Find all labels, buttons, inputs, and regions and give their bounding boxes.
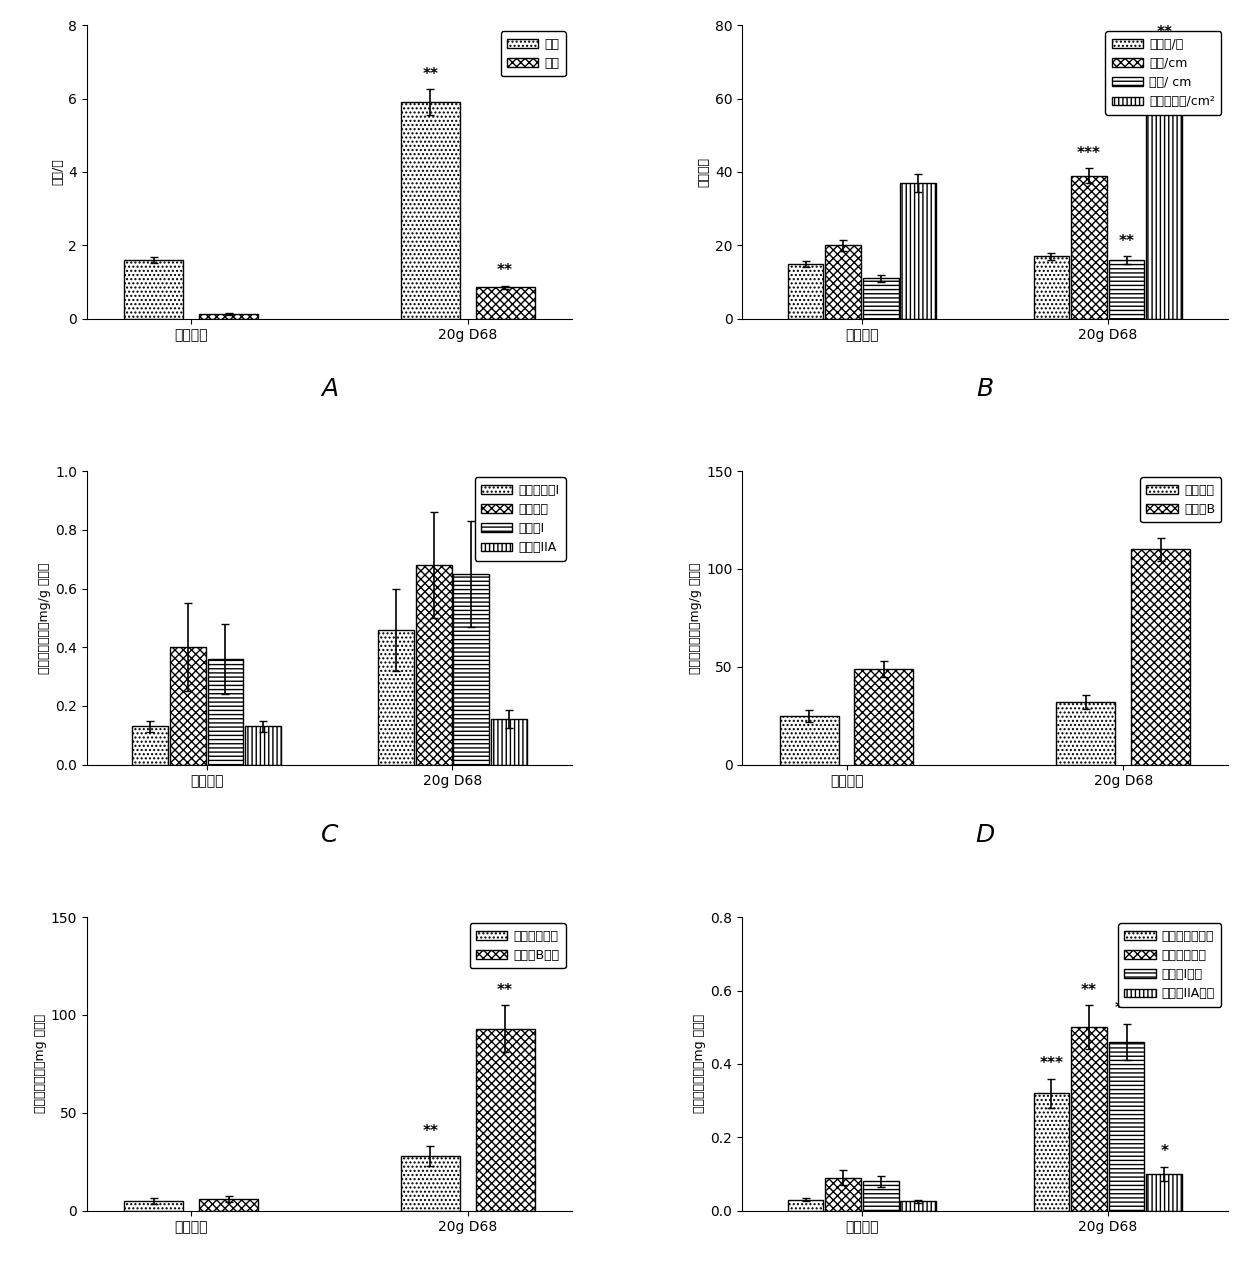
- Legend: 二氢丹参酮I, 隐丹参酮, 丹参酮I, 丹参酮IIA: 二氢丹参酮I, 隐丹参酮, 丹参酮I, 丹参酮IIA: [475, 478, 565, 561]
- Bar: [401, 1156, 460, 1211]
- Bar: [780, 716, 838, 764]
- Text: ***: ***: [1078, 146, 1101, 161]
- Text: A: A: [321, 377, 339, 401]
- Y-axis label: 丹参酮类总量（mg 干重）: 丹参酮类总量（mg 干重）: [693, 1014, 707, 1113]
- Legend: 二氢丹参酮总量, 隐丹参酮总量, 丹参酮I总量, 丹参酮IIA总量: 二氢丹参酮总量, 隐丹参酮总量, 丹参酮I总量, 丹参酮IIA总量: [1118, 923, 1221, 1006]
- Bar: [787, 1199, 823, 1211]
- Bar: [1034, 1093, 1069, 1211]
- Bar: [1146, 1174, 1182, 1211]
- Bar: [207, 660, 243, 764]
- Legend: 叶子数/个, 冠幅/cm, 株高/ cm, 单个叶面积/cm²: 叶子数/个, 冠幅/cm, 株高/ cm, 单个叶面积/cm²: [1106, 32, 1221, 115]
- Bar: [170, 647, 206, 764]
- Text: **: **: [1156, 25, 1172, 40]
- Text: B: B: [976, 377, 993, 401]
- Bar: [1071, 1028, 1107, 1211]
- Bar: [863, 1182, 899, 1211]
- Legend: 迷迭香酸, 丹酚酸B: 迷迭香酸, 丹酚酸B: [1141, 478, 1221, 522]
- Text: ***: ***: [1115, 1001, 1138, 1016]
- Text: ***: ***: [1148, 516, 1173, 531]
- Text: **: **: [1118, 235, 1135, 248]
- Bar: [787, 264, 823, 319]
- Text: D: D: [975, 823, 994, 847]
- Bar: [1146, 69, 1182, 319]
- Bar: [1131, 550, 1190, 764]
- Bar: [454, 574, 489, 764]
- Y-axis label: 生理指标: 生理指标: [698, 156, 711, 187]
- Y-axis label: 丹参酮类含量（mg/g 干重）: 丹参酮类含量（mg/g 干重）: [38, 562, 51, 673]
- Text: **: **: [497, 982, 513, 997]
- Bar: [476, 1029, 534, 1211]
- Bar: [378, 629, 414, 764]
- Bar: [1071, 175, 1107, 319]
- Bar: [1109, 260, 1145, 319]
- Text: **: **: [1081, 982, 1097, 997]
- Y-axis label: 丹酚酸类总量（mg 干重）: 丹酚酸类总量（mg 干重）: [33, 1014, 47, 1113]
- Bar: [1056, 702, 1116, 764]
- Bar: [415, 565, 451, 764]
- Bar: [198, 1199, 258, 1211]
- Bar: [124, 1200, 184, 1211]
- Bar: [900, 1202, 936, 1211]
- Text: C: C: [321, 823, 339, 847]
- Bar: [863, 279, 899, 319]
- Bar: [246, 726, 280, 764]
- Bar: [826, 1178, 861, 1211]
- Text: **: **: [423, 67, 439, 82]
- Text: **: **: [497, 264, 513, 279]
- Bar: [1109, 1042, 1145, 1211]
- Text: ***: ***: [1039, 1057, 1064, 1071]
- Legend: 迷迭香酸总量, 丹酚酸B总量: 迷迭香酸总量, 丹酚酸B总量: [470, 923, 565, 968]
- Bar: [124, 260, 184, 319]
- Bar: [198, 314, 258, 319]
- Bar: [826, 246, 861, 319]
- Legend: 湿重, 干重: 湿重, 干重: [501, 32, 565, 76]
- Bar: [476, 288, 534, 319]
- Y-axis label: 根重/克: 根重/克: [51, 159, 64, 185]
- Bar: [900, 183, 936, 319]
- Bar: [133, 726, 169, 764]
- Bar: [401, 102, 460, 319]
- Text: *: *: [1161, 1144, 1168, 1159]
- Bar: [854, 668, 914, 764]
- Bar: [1034, 256, 1069, 319]
- Bar: [491, 719, 527, 764]
- Y-axis label: 丹酚酸类含量（mg/g 干重）: 丹酚酸类含量（mg/g 干重）: [689, 562, 702, 673]
- Text: **: **: [423, 1124, 439, 1139]
